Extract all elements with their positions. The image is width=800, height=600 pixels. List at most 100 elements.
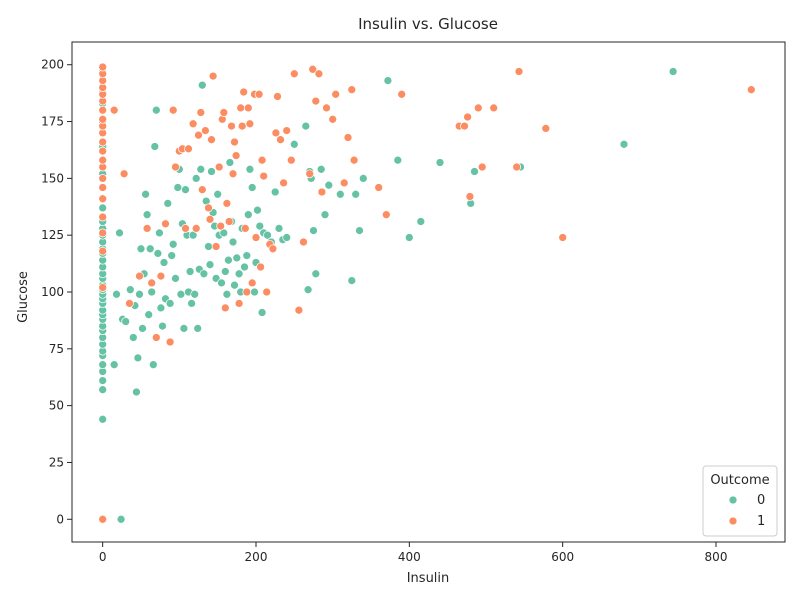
data-point-outcome-1-25 [135, 271, 144, 281]
legend-label-0: 0 [757, 493, 765, 508]
data-point-outcome-1-77 [268, 244, 278, 254]
data-point-outcome-0-91 [199, 269, 209, 279]
data-point-outcome-1-96 [343, 133, 353, 142]
data-point-outcome-0-125 [263, 230, 272, 240]
data-point-outcome-0-148 [404, 233, 414, 242]
data-point-outcome-0-79 [181, 185, 190, 195]
data-point-outcome-1-78 [271, 128, 281, 138]
data-point-outcome-0-59 [147, 287, 157, 297]
y-tick-label-50: 50 [49, 399, 64, 413]
data-point-outcome-1-99 [374, 183, 384, 192]
data-point-outcome-0-139 [320, 210, 330, 220]
data-point-outcome-0-57 [144, 310, 154, 320]
data-point-outcome-0-62 [151, 105, 161, 115]
data-point-outcome-0-45 [121, 317, 131, 326]
data-point-outcome-0-51 [135, 289, 144, 299]
data-point-outcome-1-57 [228, 169, 238, 179]
data-point-outcome-0-66 [158, 321, 167, 331]
data-point-outcome-0-121 [253, 205, 262, 215]
data-point-outcome-1-66 [243, 103, 253, 113]
data-point-outcome-1-4 [98, 212, 108, 222]
data-point-outcome-0-95 [207, 167, 216, 176]
data-point-outcome-1-47 [208, 71, 218, 81]
data-point-outcome-1-6 [98, 183, 108, 192]
data-point-outcome-1-73 [257, 155, 267, 165]
data-point-outcome-1-93 [328, 114, 338, 124]
data-point-outcome-1-55 [224, 217, 234, 226]
data-point-outcome-0-46 [125, 285, 135, 295]
data-point-outcome-1-91 [317, 187, 327, 197]
data-point-outcome-0-138 [316, 164, 326, 174]
data-point-outcome-1-32 [168, 105, 178, 115]
data-point-outcome-1-75 [262, 287, 272, 297]
data-point-outcome-1-38 [188, 119, 198, 129]
data-point-outcome-1-21 [98, 62, 108, 72]
data-point-outcome-1-60 [234, 299, 244, 308]
data-point-outcome-0-61 [150, 142, 160, 151]
data-point-outcome-0-52 [136, 244, 146, 254]
data-point-outcome-0-143 [351, 189, 361, 199]
data-point-outcome-1-24 [125, 299, 134, 308]
data-point-outcome-0-64 [155, 228, 164, 238]
x-axis-label: Insulin [407, 571, 450, 586]
data-point-outcome-0-60 [148, 360, 158, 370]
data-point-outcome-0-131 [289, 139, 299, 149]
data-point-outcome-1-82 [282, 126, 292, 135]
data-point-outcome-0-150 [435, 158, 445, 167]
data-point-outcome-0-90 [197, 80, 207, 90]
data-point-outcome-1-58 [230, 137, 239, 147]
data-point-outcome-1-1 [98, 283, 108, 292]
data-point-outcome-0-4 [98, 360, 108, 370]
data-point-outcome-0-53 [138, 324, 147, 333]
y-axis-ticks: 0 25 50 75 100 125 150 175 200 [41, 58, 72, 526]
data-point-outcome-0-128 [274, 224, 284, 233]
data-point-outcome-0-149 [416, 217, 426, 226]
data-point-outcome-1-10 [98, 146, 108, 156]
data-point-outcome-0-140 [324, 180, 334, 190]
data-point-outcome-1-15 [98, 105, 108, 115]
data-point-outcome-1-80 [276, 135, 285, 145]
data-point-outcome-1-90 [314, 69, 324, 79]
data-point-outcome-0-86 [191, 174, 201, 183]
data-point-outcome-0-133 [303, 285, 313, 295]
data-point-outcome-0-144 [355, 226, 364, 235]
data-point-outcome-1-98 [349, 155, 359, 165]
x-tick-label-800: 800 [705, 550, 728, 564]
data-point-outcome-0-123 [257, 308, 267, 317]
data-point-outcome-1-14 [98, 114, 108, 124]
data-point-outcome-0-82 [185, 267, 195, 276]
data-point-outcome-0-89 [196, 164, 206, 174]
data-point-outcome-0-119 [250, 287, 259, 297]
data-point-outcome-0-136 [309, 226, 318, 235]
y-tick-label-25: 25 [49, 455, 64, 469]
data-point-outcome-1-107 [477, 162, 487, 172]
data-point-outcome-1-43 [201, 126, 210, 135]
data-point-outcome-0-43 [116, 514, 126, 524]
data-point-outcome-1-111 [541, 124, 551, 133]
data-point-outcome-0-76 [176, 289, 186, 299]
data-point-outcome-1-23 [119, 169, 129, 179]
data-point-outcome-0-78 [179, 324, 189, 333]
data-point-outcome-1-54 [222, 199, 232, 208]
x-tick-label-0: 0 [99, 550, 107, 564]
data-point-outcome-0-130 [282, 233, 292, 242]
data-point-outcome-0-71 [167, 251, 177, 260]
data-point-outcome-1-46 [207, 135, 216, 145]
x-tick-label-400: 400 [398, 550, 421, 564]
data-point-outcome-0-94 [205, 260, 215, 270]
data-point-outcome-0-65 [156, 303, 166, 313]
data-point-outcome-1-67 [245, 119, 255, 129]
x-tick-label-600: 600 [551, 550, 574, 564]
data-point-outcome-0-141 [335, 189, 345, 199]
y-tick-label-125: 125 [41, 228, 64, 242]
legend-marker-0 [728, 495, 738, 505]
data-point-outcome-0-110 [232, 253, 242, 263]
data-point-outcome-0-127 [270, 187, 280, 197]
data-point-outcome-0-63 [153, 249, 163, 258]
data-point-outcome-1-29 [156, 271, 166, 281]
data-point-outcome-0-152 [470, 167, 479, 176]
data-point-outcome-1-79 [273, 92, 282, 101]
x-tick-label-200: 200 [245, 550, 268, 564]
